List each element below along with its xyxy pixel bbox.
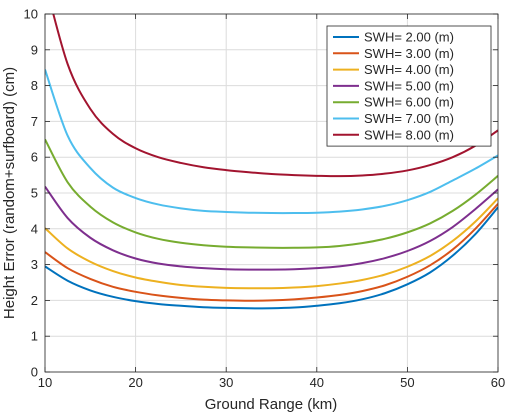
series-line: [45, 185, 498, 271]
series-line: [45, 197, 498, 290]
legend-entry: SWH= 2.00 (m): [364, 30, 454, 45]
legend-entry: SWH= 4.00 (m): [364, 62, 454, 77]
grid: [44, 13, 499, 373]
x-tick-label: 40: [310, 375, 324, 390]
series-line: [45, 138, 498, 249]
legend-entry: SWH= 5.00 (m): [364, 78, 454, 93]
x-tick-label: 60: [491, 375, 505, 390]
y-tick-label: 1: [31, 329, 38, 344]
y-tick-label: 3: [31, 257, 38, 272]
y-tick-label: 4: [31, 221, 38, 236]
series-line: [45, 203, 498, 302]
series-line: [45, 206, 498, 310]
y-tick-label: 5: [31, 186, 38, 201]
x-tick-label: 20: [128, 375, 142, 390]
y-tick-label: 6: [31, 150, 38, 165]
y-tick-label: 2: [31, 293, 38, 308]
legend-entry: SWH= 6.00 (m): [364, 95, 454, 110]
x-tick-label: 10: [38, 375, 52, 390]
x-tick-label: 50: [400, 375, 414, 390]
legend-entry: SWH= 3.00 (m): [364, 46, 454, 61]
y-axis-label: Height Error (random+surfboard) (cm): [1, 67, 18, 319]
y-tick-label: 8: [31, 78, 38, 93]
legend: SWH= 2.00 (m)SWH= 3.00 (m)SWH= 4.00 (m)S…: [326, 25, 492, 147]
y-tick-label: 0: [31, 365, 38, 380]
series-line: [45, 69, 498, 215]
ticks: 10 20 30 40 50 60 0 1 2 3 4 5 6 7 8 9 10: [24, 7, 506, 391]
series-line: [52, 14, 498, 178]
legend-entry: SWH= 8.00 (m): [364, 127, 454, 142]
y-tick-label: 10: [24, 7, 38, 22]
x-tick-label: 30: [219, 375, 233, 390]
y-tick-label: 9: [31, 42, 38, 57]
legend-entry: SWH= 7.00 (m): [364, 111, 454, 126]
series-lines: [45, 14, 498, 310]
y-tick-label: 7: [31, 114, 38, 129]
x-axis-label: Ground Range (km): [205, 396, 338, 413]
